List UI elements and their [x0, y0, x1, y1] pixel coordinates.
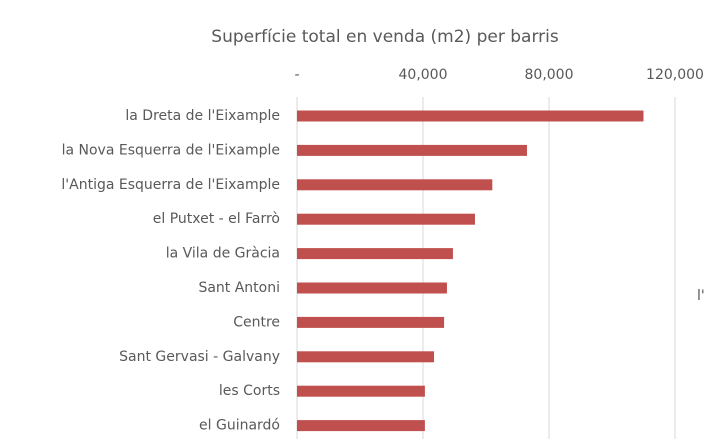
- bar: [297, 248, 453, 260]
- bar: [297, 316, 445, 328]
- bar: [297, 179, 493, 191]
- x-tick-label: -: [294, 67, 299, 83]
- x-tick-label: 40,000: [399, 67, 448, 83]
- chart-title: Superfície total en venda (m2) per barri…: [211, 27, 559, 47]
- y-tick-label: el Putxet - el Farrò: [153, 211, 280, 227]
- bar: [297, 282, 447, 294]
- y-tick-label: Centre: [233, 314, 280, 330]
- y-tick-label: la Dreta de l'Eixample: [125, 108, 280, 124]
- x-tick-label: 80,000: [525, 67, 574, 83]
- y-tick-label: la Nova Esquerra de l'Eixample: [62, 142, 280, 158]
- bar: [297, 385, 425, 397]
- bar: [297, 144, 527, 156]
- x-tick-label: 120,000: [646, 67, 704, 83]
- y-tick-label: les Corts: [219, 383, 280, 399]
- y-tick-label: Sant Antoni: [198, 280, 280, 296]
- bar: [297, 213, 475, 225]
- y-tick-label: Sant Gervasi - Galvany: [119, 349, 280, 365]
- annotation: l': [697, 288, 705, 304]
- y-tick-label: el Guinardó: [199, 418, 280, 434]
- bar: [297, 351, 435, 363]
- y-tick-label: la Vila de Gràcia: [166, 246, 280, 262]
- y-tick-label: l'Antiga Esquerra de l'Eixample: [61, 177, 280, 193]
- bar: [297, 420, 425, 432]
- bar: [297, 110, 644, 122]
